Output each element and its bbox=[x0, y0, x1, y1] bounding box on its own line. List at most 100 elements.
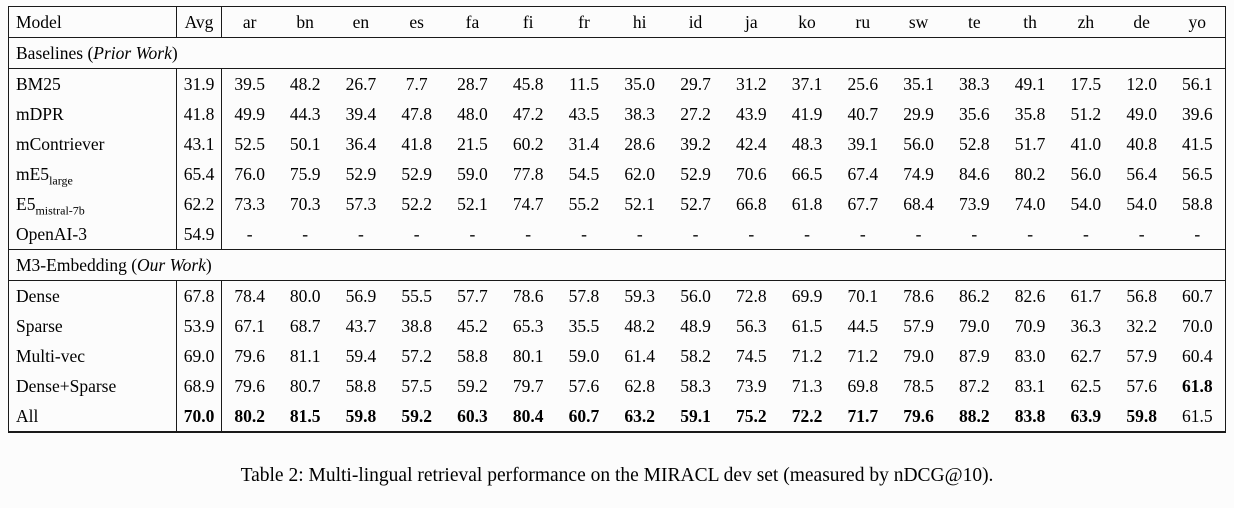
value-cell: 52.1 bbox=[624, 193, 656, 214]
table-row: Dense+Sparse 68.9 79.6 80.7 58.8 57.5 59.2 79.7… bbox=[8, 371, 1226, 401]
value-cell: 56.5 bbox=[1181, 163, 1213, 184]
section-header: M3-Embedding (Our Work) bbox=[8, 249, 1226, 281]
column-header-fr: fr bbox=[578, 11, 590, 32]
value-cell: 83.1 bbox=[1014, 375, 1046, 396]
value-cell: 11.5 bbox=[568, 73, 599, 94]
value-cell: 76.0 bbox=[234, 163, 265, 184]
value-cell: 67.7 bbox=[847, 193, 879, 214]
value-cell: 58.2 bbox=[680, 345, 711, 366]
value-cell: 40.8 bbox=[1126, 133, 1157, 154]
value-cell: 56.1 bbox=[1181, 73, 1213, 94]
section-title-suffix: ) bbox=[205, 254, 212, 275]
value-cell: 80.2 bbox=[234, 405, 265, 426]
model-cell: OpenAI-3 bbox=[8, 219, 177, 250]
value-cell: 26.7 bbox=[345, 73, 377, 94]
value-cell: 48.3 bbox=[791, 133, 823, 154]
value-cell: 43.5 bbox=[568, 103, 600, 124]
column-header-model: Model bbox=[8, 6, 177, 38]
value-cell: 59.2 bbox=[457, 375, 488, 396]
section-title-italic: Prior Work bbox=[93, 42, 172, 63]
column-header-ar: ar bbox=[242, 11, 257, 32]
model-cell: mDPR bbox=[8, 99, 177, 129]
value-cell: 78.6 bbox=[512, 285, 544, 306]
value-cell: 73.9 bbox=[735, 375, 767, 396]
value-cell: 66.5 bbox=[791, 163, 823, 184]
value-cell: 59.8 bbox=[1126, 405, 1157, 426]
table-row: OpenAI-3 54.9 - - - - - - - - - - - - - - - - - - bbox=[8, 219, 1226, 250]
table-row: mDPR 41.8 49.9 44.3 39.4 47.8 48.0 47.2 43.5 38.3… bbox=[8, 99, 1226, 129]
avg-cell: 68.9 bbox=[176, 371, 222, 401]
value-cell: 70.6 bbox=[735, 163, 767, 184]
value-cell: 67.4 bbox=[847, 163, 879, 184]
value-cell: - bbox=[804, 223, 810, 244]
value-cell: 79.6 bbox=[234, 345, 265, 366]
model-cell: BM25 bbox=[8, 68, 177, 99]
section-title-prefix: M3-Embedding ( bbox=[16, 254, 138, 275]
value-cell: 29.7 bbox=[680, 73, 711, 94]
column-header-te: te bbox=[968, 11, 981, 32]
value-cell: 38.3 bbox=[624, 103, 656, 124]
value-cell: 57.2 bbox=[401, 345, 432, 366]
table-row: Sparse 53.9 67.1 68.7 43.7 38.8 45.2 65.3 35.5 48… bbox=[8, 311, 1226, 341]
value-cell: 36.4 bbox=[345, 133, 377, 154]
value-cell: 75.2 bbox=[735, 405, 767, 426]
column-header-en: en bbox=[352, 11, 370, 32]
value-cell: 56.0 bbox=[1070, 163, 1102, 184]
value-cell: 70.9 bbox=[1014, 315, 1046, 336]
value-cell: 80.7 bbox=[289, 375, 321, 396]
avg-cell: 65.4 bbox=[176, 159, 222, 189]
section-title-italic: Our Work bbox=[137, 254, 206, 275]
value-cell: 75.9 bbox=[289, 163, 321, 184]
value-cell: 74.0 bbox=[1014, 193, 1046, 214]
value-cell: 71.2 bbox=[791, 345, 823, 366]
value-cell: - bbox=[469, 223, 476, 244]
value-cell: 52.8 bbox=[959, 133, 990, 154]
value-cell: 57.5 bbox=[401, 375, 432, 396]
table-row: BM25 31.9 39.5 48.2 26.7 7.7 28.7 45.8 11.5 35.0 2… bbox=[8, 68, 1226, 99]
value-cell: - bbox=[1194, 223, 1201, 244]
value-cell: - bbox=[581, 223, 587, 244]
value-cell: 28.7 bbox=[457, 73, 488, 94]
value-cell: 47.2 bbox=[512, 103, 544, 124]
value-cell: 59.8 bbox=[345, 405, 377, 426]
column-header-ja: ja bbox=[744, 11, 758, 32]
model-cell: mE5large bbox=[8, 159, 177, 189]
value-cell: - bbox=[302, 223, 309, 244]
value-cell: - bbox=[1138, 223, 1145, 244]
value-cell: 69.8 bbox=[847, 375, 879, 396]
value-cell: 71.2 bbox=[847, 345, 879, 366]
value-cell: 52.9 bbox=[345, 163, 377, 184]
value-cell: 70.3 bbox=[289, 193, 321, 214]
avg-cell: 31.9 bbox=[176, 68, 222, 99]
column-header-th: th bbox=[1023, 11, 1037, 32]
value-cell: 48.0 bbox=[457, 103, 488, 124]
value-cell: 51.7 bbox=[1014, 133, 1046, 154]
value-cell: 61.8 bbox=[791, 193, 823, 214]
model-subscript: mistral-7b bbox=[35, 203, 85, 217]
value-cell: 39.4 bbox=[345, 103, 377, 124]
section-header: Baselines (Prior Work) bbox=[8, 37, 1226, 69]
value-cell: 68.4 bbox=[903, 193, 934, 214]
table-caption: Table 2: Multi-lingual retrieval perform… bbox=[240, 465, 994, 486]
value-cell: 36.3 bbox=[1070, 315, 1102, 336]
value-cell: - bbox=[1082, 223, 1089, 244]
value-cell: - bbox=[636, 223, 643, 244]
value-cell: 52.9 bbox=[680, 163, 711, 184]
column-header-yo: yo bbox=[1188, 11, 1207, 32]
value-cell: 28.6 bbox=[624, 133, 656, 154]
value-cell: 70.1 bbox=[847, 285, 879, 306]
value-cell: 56.9 bbox=[345, 285, 377, 306]
value-cell: 39.5 bbox=[234, 73, 265, 94]
model-cell: All bbox=[8, 401, 177, 432]
value-cell: 21.5 bbox=[457, 133, 488, 154]
avg-cell: 62.2 bbox=[176, 189, 222, 219]
results-table: Model Avg ar bn en es fa fi fr hi id ja ko ru sw te th zh… bbox=[8, 6, 1226, 433]
value-cell: - bbox=[1027, 223, 1034, 244]
value-cell: 35.8 bbox=[1014, 103, 1046, 124]
column-header-es: es bbox=[409, 11, 424, 32]
value-cell: 38.3 bbox=[959, 73, 990, 94]
value-cell: 73.3 bbox=[234, 193, 265, 214]
value-cell: 65.3 bbox=[512, 315, 544, 336]
value-cell: 80.1 bbox=[512, 345, 544, 366]
